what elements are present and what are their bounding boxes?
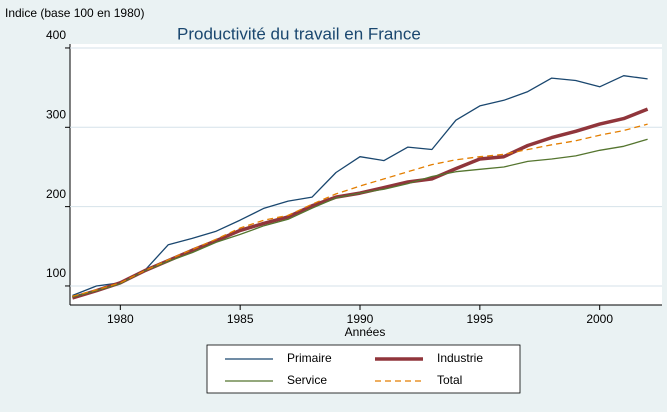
- y-tick-label: 100: [46, 266, 66, 280]
- line-series: [72, 75, 648, 297]
- y-tick-label: 300: [46, 107, 66, 121]
- line-series: [72, 123, 648, 297]
- chart-title: Productivité du travail en France: [177, 24, 421, 43]
- x-tick-label: 1980: [107, 312, 134, 326]
- legend-label: Industrie: [437, 351, 483, 365]
- x-tick-label: 2000: [586, 312, 613, 326]
- x-tick-label: 1990: [347, 312, 374, 326]
- y-tick-label: 200: [46, 187, 66, 201]
- legend: [206, 344, 521, 394]
- x-tick-label: 1995: [466, 312, 493, 326]
- line-series: [72, 138, 648, 298]
- legend-label: Total: [437, 373, 462, 387]
- y-tick-label: 400: [46, 28, 66, 42]
- y-axis-title: Indice (base 100 en 1980): [5, 6, 144, 20]
- x-tick-label: 1985: [227, 312, 254, 326]
- x-axis-title: Années: [345, 325, 386, 339]
- legend-label: Service: [287, 373, 327, 387]
- legend-label: Primaire: [287, 351, 332, 365]
